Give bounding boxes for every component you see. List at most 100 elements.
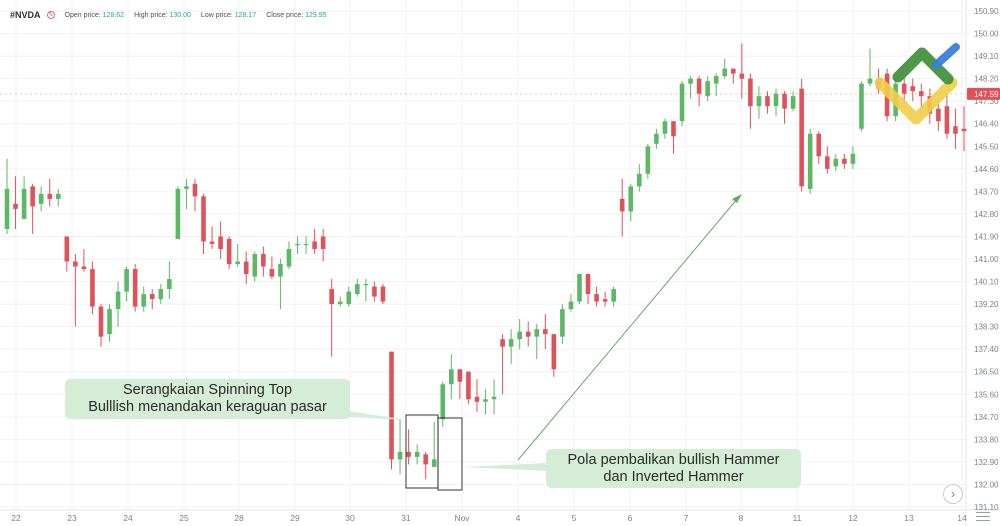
x-tick-label: 11 (793, 513, 802, 523)
candle (585, 274, 591, 305)
candle (278, 259, 283, 310)
candle (98, 304, 104, 347)
candle (867, 48, 873, 87)
hammer-callout: Pola pembalikan bullish Hammer dan Inver… (546, 449, 801, 488)
candle (226, 236, 232, 270)
candle (474, 379, 480, 412)
candle (782, 91, 787, 124)
candle (124, 266, 129, 302)
x-tick-label: 24 (123, 513, 133, 523)
candle (355, 279, 360, 297)
y-tick-label: 140.10 (974, 278, 999, 287)
spinning-top-callout: Serangkaian Spinning Top Bulllish menand… (65, 379, 350, 419)
candle (773, 88, 779, 117)
candle (842, 153, 847, 169)
candle (175, 186, 181, 239)
y-tick-label: 144.60 (974, 165, 999, 174)
current-price-tag: 147.59 (0, 87, 1000, 100)
y-tick-label: 141.00 (974, 255, 999, 264)
candle (73, 253, 78, 327)
x-tick-label: 22 (11, 513, 21, 523)
candle (320, 228, 326, 262)
candle (628, 183, 634, 222)
spinning-top-line-1: Serangkaian Spinning Top (122, 382, 293, 398)
y-tick-label: 141.90 (974, 232, 999, 241)
y-tick-label: 131.10 (974, 503, 999, 512)
logo-icon (874, 43, 960, 125)
candle (81, 248, 87, 272)
x-tick-label: 7 (684, 513, 689, 523)
candle (466, 371, 471, 405)
x-tick-label: 30 (345, 513, 355, 523)
y-tick-label: 133.80 (974, 435, 999, 444)
candle (483, 389, 488, 415)
y-tick-label: 139.20 (974, 300, 999, 309)
x-tick-label: 14 (957, 513, 967, 523)
candle (936, 101, 941, 132)
candle (619, 178, 625, 237)
no-signal-icon[interactable] (46, 11, 55, 19)
x-tick-label: 12 (848, 513, 858, 523)
candle (833, 153, 839, 172)
y-tick-label: 134.70 (974, 413, 999, 422)
candle (730, 68, 736, 84)
candle (158, 284, 164, 305)
candle (637, 163, 642, 192)
candle (55, 188, 61, 207)
chevron-right-icon[interactable]: › (943, 484, 963, 504)
grid (0, 0, 966, 510)
candle (141, 286, 147, 312)
candle (457, 369, 463, 400)
candle (551, 334, 557, 377)
hammer-box (437, 417, 463, 491)
x-tick-label: 4 (516, 513, 521, 523)
candle (859, 81, 864, 132)
menu-icon[interactable] (976, 512, 990, 521)
candle (431, 421, 437, 467)
candle (611, 286, 616, 307)
candle (363, 279, 369, 302)
candle (209, 226, 215, 249)
x-tick-label: Nov (454, 513, 470, 523)
candle (286, 241, 292, 270)
candle (397, 419, 403, 475)
candle (201, 193, 206, 254)
y-tick-label: 145.50 (974, 142, 999, 151)
candle (961, 106, 967, 152)
symbol-label[interactable]: #NVDA (10, 10, 41, 20)
candle (594, 286, 599, 307)
candle (739, 43, 745, 99)
pattern-boxes (405, 414, 463, 491)
candle (149, 289, 155, 310)
candle (184, 178, 189, 209)
high-price: High price: 130.00 (134, 11, 191, 19)
candle (722, 58, 728, 79)
candle (508, 329, 514, 365)
candle (901, 76, 907, 104)
candle (654, 128, 659, 149)
candle (115, 281, 121, 327)
candle (748, 73, 753, 129)
candle (696, 76, 702, 107)
candle (414, 444, 420, 465)
y-tick-label: 147.30 (974, 97, 999, 106)
candle (799, 78, 804, 192)
candle (850, 146, 856, 169)
y-tick-label: 146.40 (974, 120, 999, 129)
y-tick-label: 143.70 (974, 187, 999, 196)
candle (577, 274, 582, 305)
x-tick-label: 13 (904, 513, 914, 523)
x-tick-label: 29 (290, 513, 300, 523)
y-tick-label: 148.20 (974, 75, 999, 84)
candle (21, 176, 27, 219)
trend-arrow (517, 194, 742, 461)
candle (107, 304, 112, 342)
candle (688, 76, 693, 99)
candle (132, 264, 138, 312)
candle (30, 183, 35, 234)
candle (824, 146, 830, 174)
candle (534, 324, 540, 360)
candle (346, 286, 352, 307)
candle (389, 351, 394, 470)
